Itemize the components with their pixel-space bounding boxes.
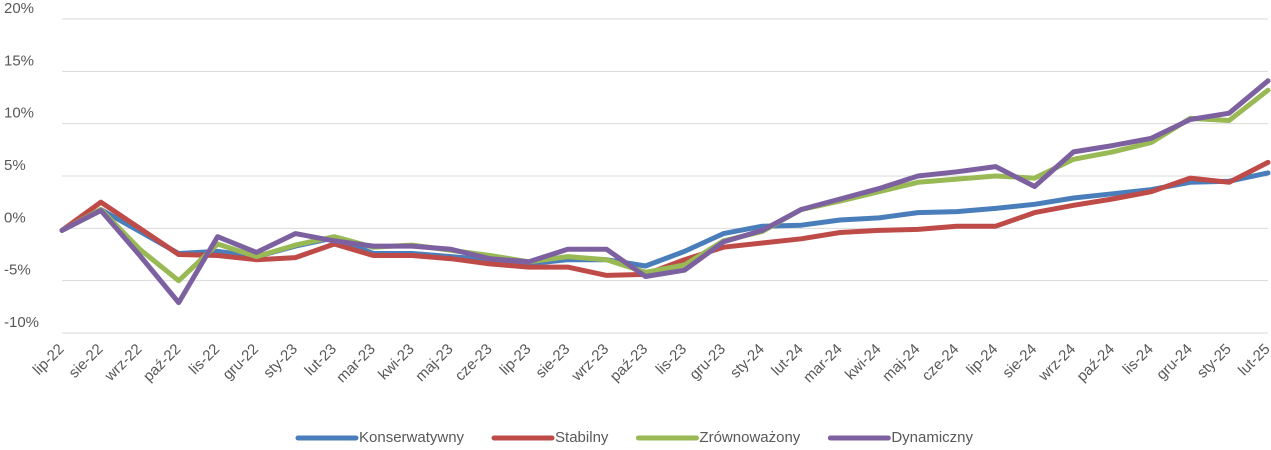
x-tick-label: maj-23 [412, 341, 456, 385]
x-tick-label: gru-22 [219, 341, 262, 384]
legend-label: Zrównoważony [699, 429, 800, 446]
series-line [59, 78, 1271, 306]
x-tick-label: sty-25 [1194, 341, 1235, 382]
series-line [59, 87, 1271, 284]
x-tick-label: paź-24 [1074, 341, 1118, 385]
x-tick-label: sty-23 [260, 341, 301, 382]
x-tick-label: maj-24 [879, 341, 923, 385]
x-tick-label: sie-23 [532, 341, 573, 382]
x-tick-label: wrz-24 [1035, 341, 1080, 386]
y-tick-label: -5% [4, 262, 31, 279]
x-tick-label: gru-23 [686, 341, 729, 384]
x-tick-label: kwi-24 [842, 341, 885, 384]
legend: Konserwatywny Stabilny Zrównoważony Dynamic… [295, 429, 973, 446]
x-tick-label: paź-23 [607, 341, 651, 385]
y-tick-label: 10% [4, 105, 34, 122]
x-tick-label: mar-23 [333, 341, 379, 387]
x-tick-label: lip-24 [963, 341, 1001, 379]
x-tick-label: sie-22 [66, 341, 107, 382]
x-tick-label: lut-25 [1235, 341, 1271, 380]
x-tick-label: wrz-22 [101, 341, 146, 386]
y-tick-label: 15% [4, 52, 34, 69]
x-tick-label: lis-23 [653, 341, 690, 378]
legend-label: Konserwatywny [359, 429, 465, 446]
x-tick-label: cze-24 [919, 341, 963, 385]
x-tick-label: sty-24 [727, 341, 768, 382]
x-tick-label: lis-24 [1120, 341, 1157, 378]
x-tick-label: lis-22 [186, 341, 223, 378]
x-tick-label: lip-23 [497, 341, 535, 379]
x-tick-label: kwi-23 [375, 341, 418, 384]
x-tick-label: wrz-23 [568, 341, 613, 386]
legend-label: Dynamiczny [891, 429, 973, 446]
x-tick-label: cze-23 [452, 341, 496, 385]
y-tick-label: 0% [4, 209, 26, 226]
y-tick-label: -10% [4, 314, 39, 331]
x-tick-label: gru-24 [1153, 341, 1196, 384]
x-tick-label: paź-22 [140, 341, 184, 385]
x-tick-label: mar-24 [800, 341, 846, 387]
y-tick-label: 20% [4, 0, 34, 17]
y-tick-label: 5% [4, 157, 26, 174]
x-tick-label: lip-22 [30, 341, 68, 379]
x-tick-label: sie-24 [999, 341, 1040, 382]
legend-label: Stabilny [555, 429, 609, 446]
